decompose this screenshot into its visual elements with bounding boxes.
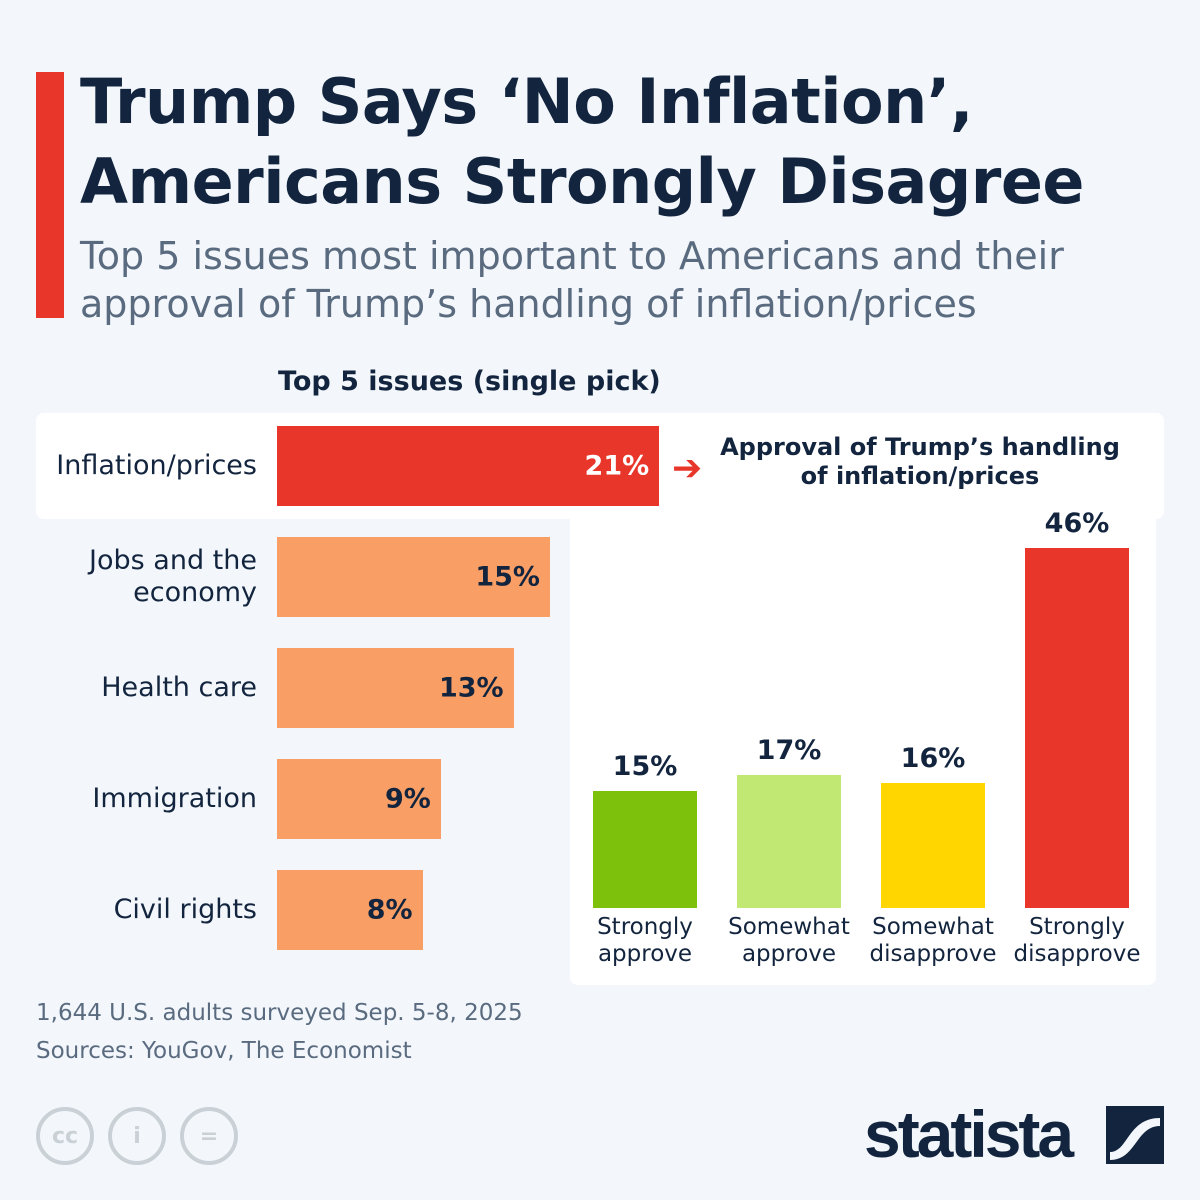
issue-value-label: 15% xyxy=(475,561,540,593)
cc-icon[interactable]: cc xyxy=(36,1107,94,1165)
page-title: Trump Says ‘No Inflation’, Americans Str… xyxy=(80,65,1084,218)
approval-category-label: Strongly disapprove xyxy=(1013,914,1141,967)
page-subtitle: Top 5 issues most important to Americans… xyxy=(80,234,1064,326)
issue-bar: 9% xyxy=(277,759,441,839)
approval-bar xyxy=(593,790,697,908)
issue-bar: 21% xyxy=(277,426,660,506)
title-accent-bar xyxy=(36,72,64,318)
attribution-icon[interactable]: i xyxy=(108,1107,166,1165)
approval-chart-title: Approval of Trump’s handling of inflatio… xyxy=(720,433,1120,490)
issue-label: Jobs and the economy xyxy=(89,545,257,608)
issue-label: Health care xyxy=(101,672,257,703)
approval-value-label: 46% xyxy=(1044,507,1110,539)
issue-label: Immigration xyxy=(92,783,257,814)
no-derivatives-icon[interactable]: = xyxy=(180,1107,238,1165)
arrow-right-icon: ➔ xyxy=(672,448,703,489)
issue-label: Inflation/prices xyxy=(56,450,257,481)
approval-category-label: Somewhat approve xyxy=(728,914,850,967)
issues-chart-title: Top 5 issues (single pick) xyxy=(278,366,661,397)
survey-note: 1,644 U.S. adults surveyed Sep. 5-8, 202… xyxy=(36,1000,523,1026)
issue-bar: 13% xyxy=(277,648,514,728)
source-note: Sources: YouGov, The Economist xyxy=(36,1038,412,1064)
issue-value-label: 8% xyxy=(366,894,413,926)
approval-bar xyxy=(737,774,841,908)
approval-value-label: 16% xyxy=(900,742,966,774)
statista-logo-mark-icon xyxy=(1106,1106,1164,1164)
approval-value-label: 15% xyxy=(612,750,678,782)
approval-bar xyxy=(1025,547,1129,908)
statista-logo[interactable]: statista xyxy=(864,1097,1074,1171)
issue-bar: 8% xyxy=(277,870,423,950)
approval-bar xyxy=(881,782,985,908)
issue-value-label: 13% xyxy=(438,672,504,704)
issue-label: Civil rights xyxy=(113,894,257,925)
approval-value-label: 17% xyxy=(756,734,822,766)
issue-bar: 15% xyxy=(277,537,550,617)
approval-category-label: Somewhat disapprove xyxy=(869,914,997,967)
issue-value-label: 9% xyxy=(384,783,431,815)
issue-value-label: 21% xyxy=(584,450,650,482)
approval-category-label: Strongly approve xyxy=(597,914,693,967)
